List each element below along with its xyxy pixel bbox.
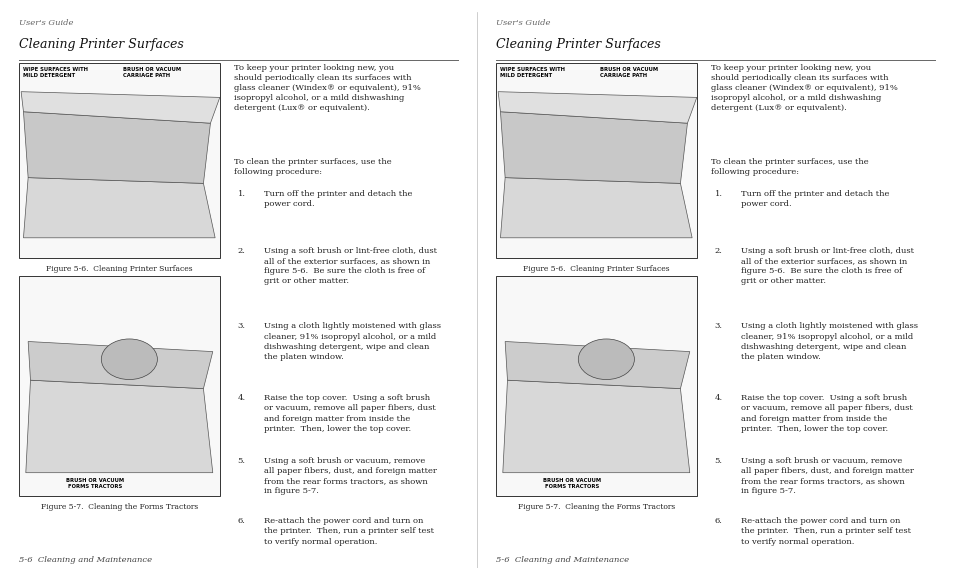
Text: 1.: 1. — [237, 190, 245, 198]
Text: Figure 5-7.  Cleaning the Forms Tractors: Figure 5-7. Cleaning the Forms Tractors — [41, 503, 197, 511]
Text: Re-attach the power cord and turn on
the printer.  Then, run a printer self test: Re-attach the power cord and turn on the… — [264, 517, 434, 546]
Text: Turn off the printer and detach the
power cord.: Turn off the printer and detach the powe… — [740, 190, 888, 208]
Bar — [19, 63, 219, 258]
Text: To clean the printer surfaces, use the
following procedure:: To clean the printer surfaces, use the f… — [233, 158, 391, 176]
Text: WIPE SURFACES WITH
MILD DETERGENT: WIPE SURFACES WITH MILD DETERGENT — [500, 67, 565, 78]
Text: 2.: 2. — [237, 247, 245, 255]
Text: Turn off the printer and detach the
power cord.: Turn off the printer and detach the powe… — [264, 190, 412, 208]
Text: Raise the top cover.  Using a soft brush
or vacuum, remove all paper fibers, dus: Raise the top cover. Using a soft brush … — [264, 394, 436, 433]
Polygon shape — [497, 92, 696, 123]
Polygon shape — [26, 380, 213, 473]
Text: 5-6  Cleaning and Maintenance: 5-6 Cleaning and Maintenance — [19, 556, 152, 564]
Text: Using a cloth lightly moistened with glass
cleaner, 91% isopropyl alcohol, or a : Using a cloth lightly moistened with gla… — [264, 322, 440, 361]
Text: BRUSH OR VACUUM
FORMS TRACTORS: BRUSH OR VACUUM FORMS TRACTORS — [66, 478, 124, 489]
Text: 5.: 5. — [714, 457, 721, 465]
Text: Using a soft brush or lint-free cloth, dust
all of the exterior surfaces, as sho: Using a soft brush or lint-free cloth, d… — [740, 247, 913, 285]
Text: Using a soft brush or lint-free cloth, dust
all of the exterior surfaces, as sho: Using a soft brush or lint-free cloth, d… — [264, 247, 436, 285]
Text: Re-attach the power cord and turn on
the printer.  Then, run a printer self test: Re-attach the power cord and turn on the… — [740, 517, 910, 546]
Text: To keep your printer looking new, you
should periodically clean its surfaces wit: To keep your printer looking new, you sh… — [233, 64, 420, 112]
Text: BRUSH OR VACUUM
CARRIAGE PATH: BRUSH OR VACUUM CARRIAGE PATH — [123, 67, 181, 78]
Bar — [496, 276, 696, 496]
Polygon shape — [21, 92, 219, 123]
Ellipse shape — [101, 339, 157, 379]
Text: Using a soft brush or vacuum, remove
all paper fibers, dust, and foreign matter
: Using a soft brush or vacuum, remove all… — [740, 457, 913, 495]
Text: 5-6  Cleaning and Maintenance: 5-6 Cleaning and Maintenance — [496, 556, 628, 564]
Polygon shape — [505, 342, 689, 389]
Polygon shape — [24, 177, 215, 238]
Text: Using a soft brush or vacuum, remove
all paper fibers, dust, and foreign matter
: Using a soft brush or vacuum, remove all… — [264, 457, 436, 495]
Text: BRUSH OR VACUUM
CARRIAGE PATH: BRUSH OR VACUUM CARRIAGE PATH — [599, 67, 658, 78]
Text: 6.: 6. — [714, 517, 721, 525]
Text: 5.: 5. — [237, 457, 245, 465]
Text: 6.: 6. — [237, 517, 245, 525]
Polygon shape — [502, 380, 689, 473]
Text: Raise the top cover.  Using a soft brush
or vacuum, remove all paper fibers, dus: Raise the top cover. Using a soft brush … — [740, 394, 912, 433]
Text: Cleaning Printer Surfaces: Cleaning Printer Surfaces — [496, 38, 659, 50]
Text: Figure 5-7.  Cleaning the Forms Tractors: Figure 5-7. Cleaning the Forms Tractors — [517, 503, 674, 511]
Text: 3.: 3. — [237, 322, 245, 331]
Text: 4.: 4. — [714, 394, 721, 403]
Text: 1.: 1. — [714, 190, 721, 198]
Text: User's Guide: User's Guide — [496, 19, 550, 27]
Text: To clean the printer surfaces, use the
following procedure:: To clean the printer surfaces, use the f… — [710, 158, 867, 176]
Bar — [496, 63, 696, 258]
Polygon shape — [500, 112, 687, 183]
Polygon shape — [500, 177, 692, 238]
Polygon shape — [29, 342, 213, 389]
Text: Figure 5-6.  Cleaning Printer Surfaces: Figure 5-6. Cleaning Printer Surfaces — [46, 265, 193, 273]
Bar — [19, 276, 219, 496]
Text: 2.: 2. — [714, 247, 721, 255]
Text: To keep your printer looking new, you
should periodically clean its surfaces wit: To keep your printer looking new, you sh… — [710, 64, 897, 112]
Text: BRUSH OR VACUUM
FORMS TRACTORS: BRUSH OR VACUUM FORMS TRACTORS — [542, 478, 600, 489]
Text: WIPE SURFACES WITH
MILD DETERGENT: WIPE SURFACES WITH MILD DETERGENT — [24, 67, 89, 78]
Polygon shape — [24, 112, 211, 183]
Text: 4.: 4. — [237, 394, 245, 403]
Text: 3.: 3. — [714, 322, 721, 331]
Text: Cleaning Printer Surfaces: Cleaning Printer Surfaces — [19, 38, 183, 50]
Text: User's Guide: User's Guide — [19, 19, 73, 27]
Ellipse shape — [578, 339, 634, 379]
Text: Using a cloth lightly moistened with glass
cleaner, 91% isopropyl alcohol, or a : Using a cloth lightly moistened with gla… — [740, 322, 917, 361]
Text: Figure 5-6.  Cleaning Printer Surfaces: Figure 5-6. Cleaning Printer Surfaces — [522, 265, 669, 273]
